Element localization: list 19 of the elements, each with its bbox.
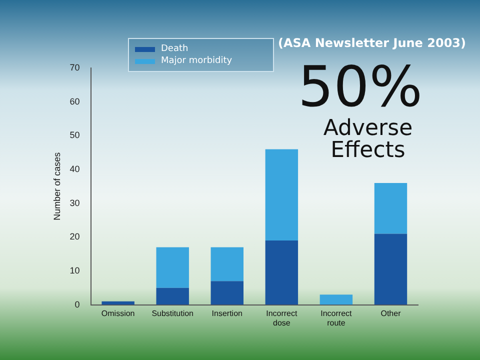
y-tick-label: 50 <box>70 130 80 140</box>
x-tick-label: Other <box>380 308 402 318</box>
y-tick-label: 20 <box>70 232 80 242</box>
x-tick-label: Insertion <box>212 308 242 318</box>
x-tick-label: Substitution <box>152 308 194 318</box>
text: (ASA Newsletter June 2003) <box>278 36 466 50</box>
y-axis-title: Number of cases <box>52 152 62 220</box>
y-tick-label: 60 <box>70 96 80 106</box>
y-tick-label: 70 <box>70 62 80 72</box>
legend-label: Death <box>161 44 188 54</box>
y-tick-label: 0 <box>74 299 80 310</box>
annotation: Adverse Effects <box>322 116 414 163</box>
x-tick-label: Incorrect dose <box>266 308 298 328</box>
x-tick-label: Incorrect route <box>320 308 353 328</box>
x-tick-label: Omission <box>101 308 135 318</box>
y-tick-label: 30 <box>70 198 80 208</box>
y-tick-label: 40 <box>70 164 80 174</box>
y-tick-label: 10 <box>70 265 80 276</box>
legend-label: Major morbidity <box>161 56 232 66</box>
